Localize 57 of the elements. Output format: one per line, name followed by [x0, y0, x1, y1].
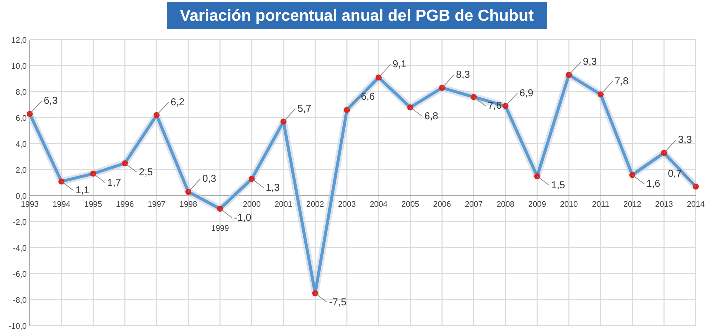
x-tick-label: 2001: [274, 200, 294, 209]
x-tick-label: 1996: [116, 200, 135, 209]
data-label: -7,5: [329, 298, 348, 308]
x-tick-label: 2012: [624, 200, 642, 209]
y-tick-label: 12,0: [11, 36, 28, 45]
x-tick-label: 2008: [496, 200, 516, 209]
x-tick-label: 2013: [655, 200, 674, 209]
x-tick-label: 2000: [243, 200, 262, 209]
y-tick-label: -10,0: [8, 322, 28, 331]
data-label: 0,3: [202, 174, 217, 186]
y-tick-label: -6,0: [13, 270, 28, 279]
x-tick-label: 1995: [84, 200, 103, 209]
chart-title: Variación porcentual anual del PGB de Chubut: [180, 8, 535, 25]
data-label: 6,9: [520, 88, 534, 100]
x-tick-label: 1997: [148, 200, 166, 209]
data-label: 6,2: [170, 97, 186, 108]
data-label: 7,6: [488, 101, 502, 112]
data-label: 1,6: [646, 179, 661, 190]
x-tick-label: 2002: [306, 200, 325, 209]
y-tick-label: 2,0: [16, 166, 28, 175]
data-label: 7,8: [614, 76, 630, 88]
y-tick-label: 6,0: [16, 114, 28, 123]
x-tick-label: 2014: [687, 200, 706, 209]
data-label: 9,1: [392, 60, 408, 71]
x-tick-label: 2003: [338, 200, 357, 209]
data-label: 8,3: [456, 70, 471, 82]
x-tick-label: 2005: [402, 200, 420, 209]
x-tick-label: 2007: [465, 200, 484, 209]
y-tick-label: 10,0: [11, 62, 28, 71]
x-tick-label: 2011: [592, 200, 610, 209]
data-label: 1,1: [76, 186, 90, 197]
y-tick-label: 0,0: [16, 192, 28, 201]
x-tick-label: 2004: [370, 200, 388, 209]
data-label: 1,3: [266, 183, 280, 194]
y-tick-label: 8,0: [16, 88, 28, 97]
data-label: 3,3: [678, 135, 693, 146]
data-label: 5,7: [298, 104, 312, 115]
data-label: 2,5: [139, 168, 154, 178]
data-label: 9,3: [583, 57, 598, 68]
data-label: 0,7: [668, 168, 682, 180]
x-tick-label: 1998: [180, 200, 198, 209]
data-label: 1,5: [551, 180, 566, 192]
y-tick-label: -8,0: [13, 296, 28, 305]
x-tick-label: 1999: [211, 224, 230, 233]
y-tick-label: -4,0: [13, 244, 28, 253]
data-label: -1,0: [234, 213, 252, 224]
x-tick-label: 2010: [560, 200, 579, 209]
x-tick-label: 1994: [52, 200, 72, 209]
data-label: 6,6: [361, 92, 376, 104]
data-label: 6,3: [44, 96, 58, 108]
y-tick-label: 4,0: [16, 140, 28, 149]
data-label: 1,7: [107, 178, 122, 189]
x-tick-label: 2006: [433, 200, 452, 209]
x-tick-label: 2009: [528, 200, 547, 209]
x-tick-label: 1993: [21, 200, 40, 209]
data-label: 6,8: [424, 112, 439, 123]
y-tick-label: -2,0: [13, 218, 28, 227]
